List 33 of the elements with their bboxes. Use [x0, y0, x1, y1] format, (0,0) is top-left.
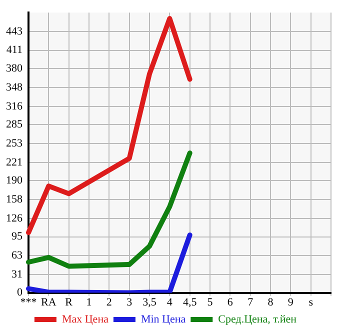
- y-tick-label: 253: [6, 137, 23, 150]
- y-tick-label: 411: [6, 44, 22, 56]
- y-tick-label: 285: [6, 118, 23, 131]
- y-tick-label: 31: [12, 268, 22, 280]
- y-tick-label: 380: [6, 62, 23, 75]
- y-tick-label: 348: [6, 81, 23, 94]
- y-tick-label: 0: [17, 286, 23, 299]
- x-tick-label: 6: [227, 296, 234, 308]
- legend-label: Max Цена: [62, 313, 109, 326]
- y-tick-label: 95: [12, 230, 23, 243]
- y-tick-label: 63: [12, 250, 23, 262]
- y-tick-label: 126: [6, 212, 23, 224]
- y-tick-label: 158: [6, 193, 23, 206]
- x-tick-label: 8: [268, 296, 274, 308]
- y-tick-label: 221: [6, 156, 22, 168]
- legend-label: Min Цена: [140, 313, 186, 326]
- x-tick-label: RA: [41, 296, 56, 308]
- x-tick-label: ***: [20, 296, 37, 308]
- x-tick-label: 9: [288, 296, 294, 308]
- legend-label: Сред.Цена, т.йен: [218, 313, 297, 326]
- x-tick-label: 2: [106, 296, 112, 308]
- x-tick-label: 3: [126, 296, 133, 308]
- x-tick-label: 7: [248, 296, 254, 308]
- y-tick-label: 190: [6, 174, 23, 187]
- x-tick-label: 4,5: [182, 296, 198, 308]
- x-tick-label: s: [308, 296, 313, 308]
- x-tick-label: 1: [86, 296, 92, 308]
- x-tick-label: 3,5: [142, 296, 157, 308]
- x-tick-label: 5: [207, 296, 214, 308]
- y-tick-label: 443: [6, 25, 23, 38]
- y-tick-label: 316: [6, 100, 23, 112]
- x-tick-label: R: [65, 296, 74, 308]
- x-tick-label: 4: [166, 296, 173, 308]
